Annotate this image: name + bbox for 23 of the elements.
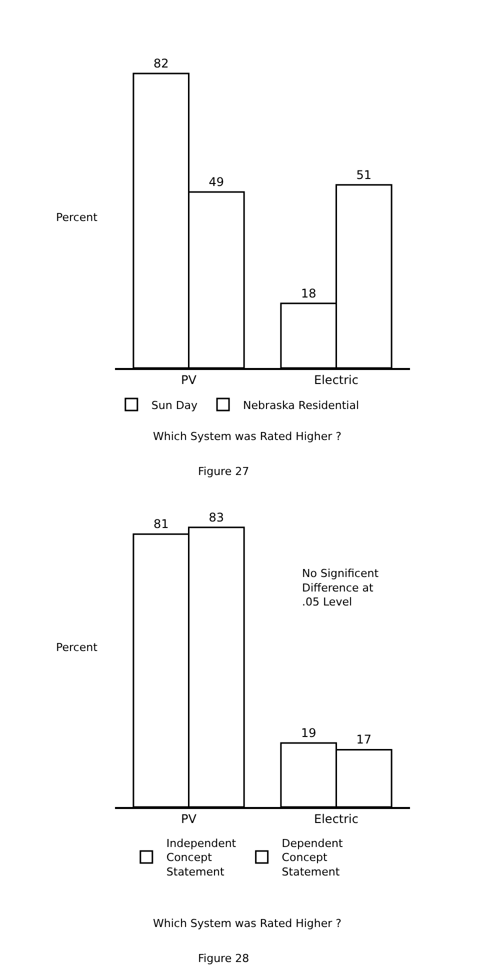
legend-label: Sun Day [151, 398, 198, 412]
caption: Figure 27 [198, 465, 250, 478]
data-label: 18 [300, 286, 316, 300]
data-label: 81 [153, 517, 169, 532]
y-axis-title: Percent [56, 211, 98, 224]
x-axis-title: Which System was Rated Higher ? [153, 917, 342, 930]
data-label: 49 [208, 175, 224, 190]
x-tick-label: PV [181, 812, 198, 826]
data-label: 82 [153, 56, 169, 71]
data-label: 19 [300, 726, 316, 740]
x-tick-label: Electric [314, 373, 358, 388]
legend-label: Dependent Concept Statement [282, 836, 344, 879]
y-axis-title: Percent [56, 641, 98, 654]
data-label: 51 [356, 168, 372, 182]
x-tick-label: Electric [314, 812, 358, 826]
data-label: 83 [208, 510, 224, 524]
legend-label: Independent Concept Statement [166, 836, 237, 879]
data-label: 17 [356, 732, 372, 747]
annotation: No Significent Difference at .05 Level [302, 567, 380, 609]
x-axis-title: Which System was Rated Higher ? [153, 430, 342, 443]
x-tick-label: PV [181, 373, 198, 388]
legend-label: Nebraska Residential [243, 398, 360, 412]
caption: Figure 28 [198, 952, 250, 965]
